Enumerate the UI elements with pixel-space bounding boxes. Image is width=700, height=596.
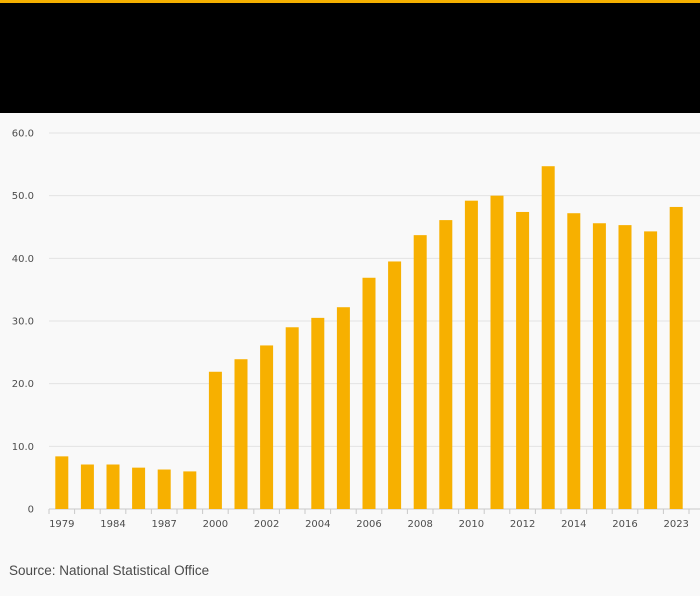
accent-bar	[0, 0, 700, 3]
chart-area: 0 10.0 20.0 30.0 40.0 50.0 60.0 1979 1984 1987 200…	[0, 113, 700, 553]
y-tick-label: 30.0	[12, 317, 34, 328]
bar	[106, 464, 120, 509]
bar	[644, 231, 658, 509]
x-tick-label: 2014	[561, 519, 586, 530]
bar	[234, 359, 248, 509]
bar	[80, 464, 94, 509]
bar	[516, 211, 530, 509]
bar	[464, 200, 478, 509]
bar	[157, 469, 171, 509]
bar	[183, 471, 197, 509]
bar	[541, 166, 555, 510]
x-tick-label: 2023	[663, 519, 688, 530]
bar	[592, 223, 606, 509]
bar	[55, 456, 69, 509]
bar	[336, 307, 350, 509]
bar	[413, 235, 427, 509]
x-tick-label: 1987	[151, 519, 176, 530]
y-tick-label: 60.0	[12, 129, 34, 140]
bar	[567, 213, 581, 510]
y-tick-label: 40.0	[12, 254, 34, 265]
y-tick-label: 50.0	[12, 191, 34, 202]
x-tick-label: 2002	[254, 519, 279, 530]
x-tick-label: 2010	[459, 519, 484, 530]
bar	[260, 345, 274, 509]
x-tick-label: 2006	[356, 519, 381, 530]
bar	[490, 195, 504, 509]
x-tick-label: 2012	[510, 519, 535, 530]
bar	[132, 467, 146, 509]
bar	[311, 317, 325, 509]
x-tick-label: 2008	[407, 519, 432, 530]
y-tick-label: 20.0	[12, 379, 34, 390]
title-band	[0, 3, 700, 113]
source-note: Source: National Statistical Office	[9, 563, 210, 578]
bar	[388, 261, 402, 509]
bar	[439, 220, 453, 509]
x-tick-label: 2004	[305, 519, 330, 530]
bar	[669, 206, 683, 509]
bar-chart: 0 10.0 20.0 30.0 40.0 50.0 60.0 1979 1984 1987 200…	[12, 129, 700, 530]
bar	[285, 327, 299, 509]
bar	[208, 371, 222, 509]
x-tick-label: 1984	[100, 519, 125, 530]
y-tick-label: 0	[28, 505, 34, 516]
bar	[362, 277, 376, 509]
y-tick-label: 10.0	[12, 442, 34, 453]
bar	[618, 225, 632, 509]
x-tick-label: 2000	[203, 519, 228, 530]
x-tick-label: 2016	[612, 519, 637, 530]
x-tick-label: 1979	[49, 519, 74, 530]
